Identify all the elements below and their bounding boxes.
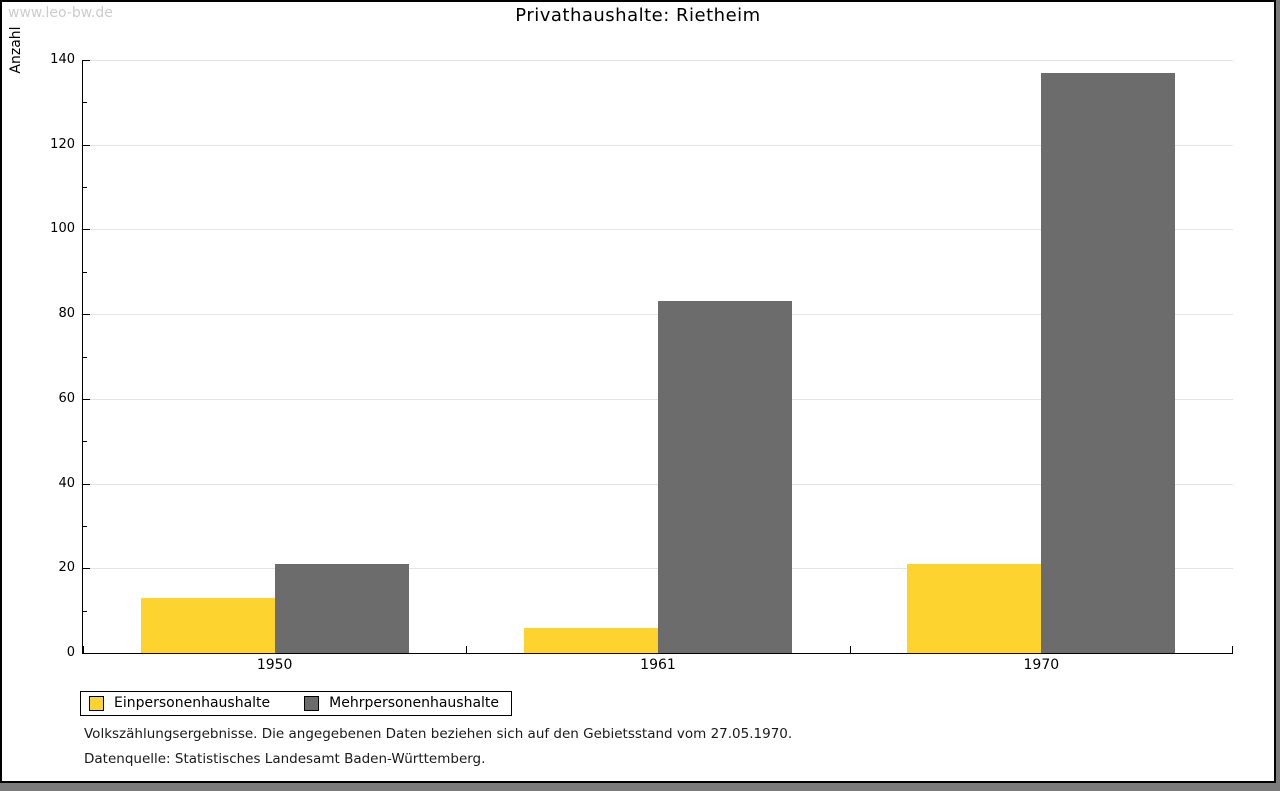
y-axis-title: Anzahl — [8, 26, 24, 74]
x-axis-tick-2 — [850, 646, 851, 653]
bar-1950-einpersonenhaushalte — [140, 597, 275, 653]
y-axis-minor-tick-30 — [83, 525, 87, 527]
gridline-y-100 — [83, 229, 1233, 231]
y-axis-minor-tick-110 — [83, 187, 87, 189]
legend-label: Mehrpersonenhaushalte — [329, 695, 500, 711]
plot-area: 0 20 40 60 80 100 120 140 1950 1961 1970 — [50, 52, 1233, 673]
gridline-y-120 — [83, 144, 1233, 146]
legend-swatch-gray-icon — [304, 695, 320, 711]
bar-1950-mehrpersonenhaushalte — [274, 564, 409, 653]
y-axis-tick-label-80: 80 — [58, 306, 75, 322]
y-axis-tick-label-40: 40 — [58, 475, 75, 491]
chart-title: Privathaushalte: Rietheim — [515, 5, 761, 26]
y-axis-tick-40 — [83, 483, 90, 485]
footnote-datenquelle: Datenquelle: Statistisches Landesamt Bad… — [84, 751, 486, 767]
footnote-gebietsstand: Volkszählungsergebnisse. Die angegebenen… — [84, 726, 793, 742]
y-axis-tick-100 — [83, 229, 90, 231]
y-axis-minor-tick-90 — [83, 271, 87, 273]
y-axis-tick-80 — [83, 314, 90, 316]
legend-label: Einpersonenhaushalte — [114, 695, 271, 711]
x-axis-category-label-1970: 1970 — [1023, 657, 1060, 673]
x-axis-category-label-1950: 1950 — [256, 657, 293, 673]
bar-1961-einpersonenhaushalte — [524, 627, 658, 653]
bar-1961-mehrpersonenhaushalte — [658, 301, 792, 653]
bar-1970-mehrpersonenhaushalte — [1041, 72, 1176, 653]
y-axis-tick-label-140: 140 — [50, 52, 75, 67]
x-axis-tick-3 — [1232, 646, 1233, 653]
legend-item-einpersonenhaushalte: Einpersonenhaushalte — [89, 695, 270, 711]
x-axis-tick-1 — [466, 646, 467, 653]
y-axis-tick-20 — [83, 568, 90, 570]
y-axis-tick-label-0: 0 — [66, 645, 75, 660]
y-axis-minor-tick-130 — [83, 102, 87, 104]
y-axis-tick-label-60: 60 — [58, 390, 75, 406]
y-axis-tick-label-120: 120 — [50, 136, 75, 152]
legend: Einpersonenhaushalte Mehrpersonenhaushal… — [80, 691, 513, 716]
gridline-y-140 — [83, 60, 1233, 61]
y-axis-minor-tick-70 — [83, 356, 87, 358]
x-axis-category-label-1961: 1961 — [640, 657, 676, 673]
watermark-leo-bw: www.leo-bw.de — [8, 5, 113, 21]
y-axis-tick-label-20: 20 — [58, 560, 75, 576]
y-axis-minor-tick-10 — [83, 610, 87, 612]
y-axis-tick-60 — [83, 398, 90, 400]
y-axis-tick-label-100: 100 — [50, 221, 75, 237]
y-axis-tick-140 — [83, 60, 90, 61]
legend-item-mehrpersonenhaushalte: Mehrpersonenhaushalte — [304, 695, 499, 711]
legend-swatch-yellow-icon — [89, 695, 104, 711]
y-axis-minor-tick-50 — [83, 441, 87, 443]
x-axis-tick-0 — [83, 646, 84, 653]
y-axis-tick-120 — [83, 144, 90, 146]
bar-1970-einpersonenhaushalte — [907, 564, 1042, 653]
